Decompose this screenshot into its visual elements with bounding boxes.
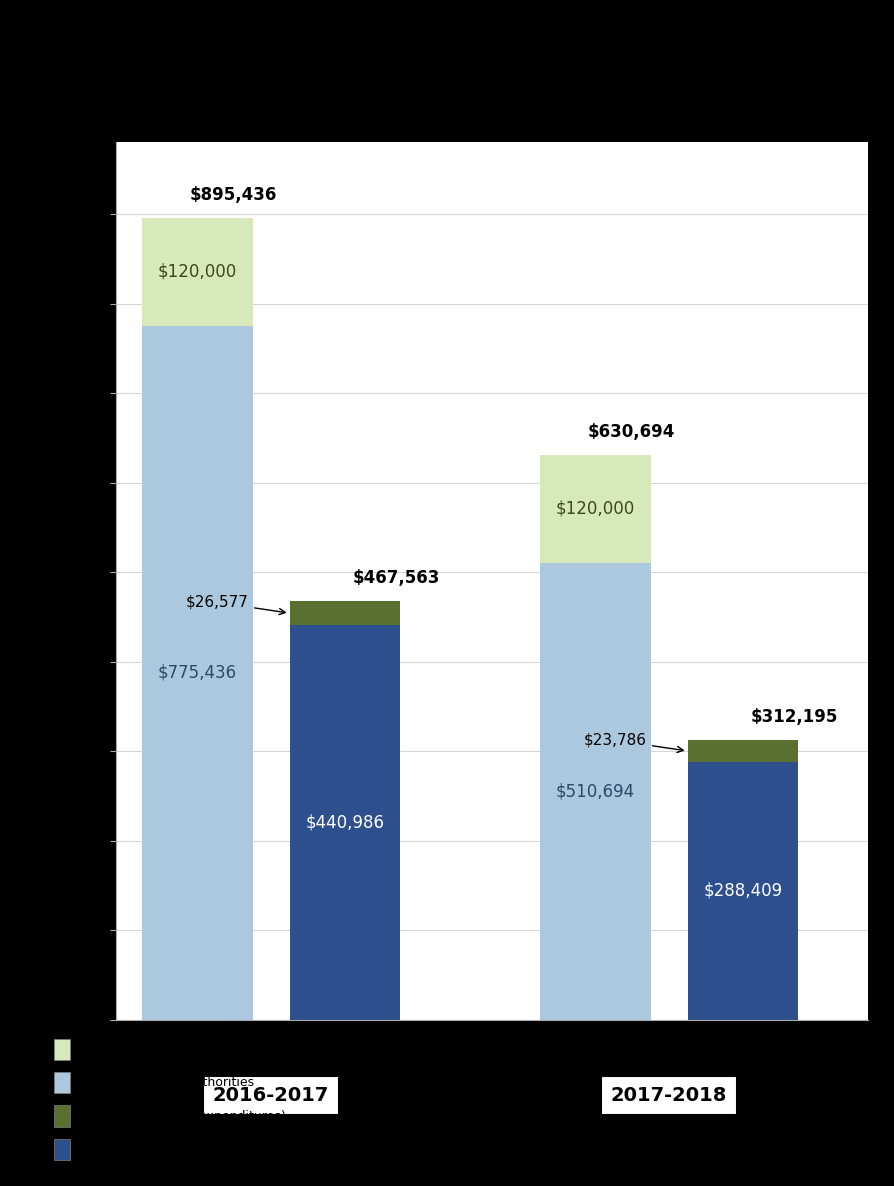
Bar bbox=[142, 218, 252, 325]
Text: Frozen allotments (available authorities): Frozen allotments (available authorities… bbox=[79, 1044, 332, 1056]
Text: $895,436: $895,436 bbox=[190, 186, 277, 204]
Bar bbox=[290, 601, 400, 625]
Bar bbox=[687, 761, 797, 1020]
Bar bbox=[142, 325, 252, 1020]
Bar bbox=[540, 455, 650, 562]
Text: $440,986: $440,986 bbox=[305, 814, 384, 831]
Text: $312,195: $312,195 bbox=[749, 708, 837, 726]
Text: $120,000: $120,000 bbox=[555, 499, 635, 518]
Text: $26,577: $26,577 bbox=[186, 595, 285, 614]
Bar bbox=[290, 625, 400, 1020]
Text: $120,000: $120,000 bbox=[157, 263, 237, 281]
Text: 2016-2017: 2016-2017 bbox=[213, 1086, 329, 1105]
Text: Frozen allotments (expenditures): Frozen allotments (expenditures) bbox=[79, 1110, 285, 1122]
Text: $630,694: $630,694 bbox=[587, 423, 675, 441]
Text: Expenditures: Expenditures bbox=[79, 1143, 161, 1155]
Text: $288,409: $288,409 bbox=[703, 882, 781, 900]
Text: $23,786: $23,786 bbox=[584, 733, 682, 752]
Text: $467,563: $467,563 bbox=[352, 569, 439, 587]
Text: Gross budgetary authorities: Gross budgetary authorities bbox=[79, 1077, 254, 1089]
Text: $510,694: $510,694 bbox=[555, 783, 634, 801]
Text: $775,436: $775,436 bbox=[157, 664, 237, 682]
Bar bbox=[540, 562, 650, 1020]
Text: 2017-2018: 2017-2018 bbox=[611, 1086, 727, 1105]
Bar bbox=[687, 740, 797, 761]
